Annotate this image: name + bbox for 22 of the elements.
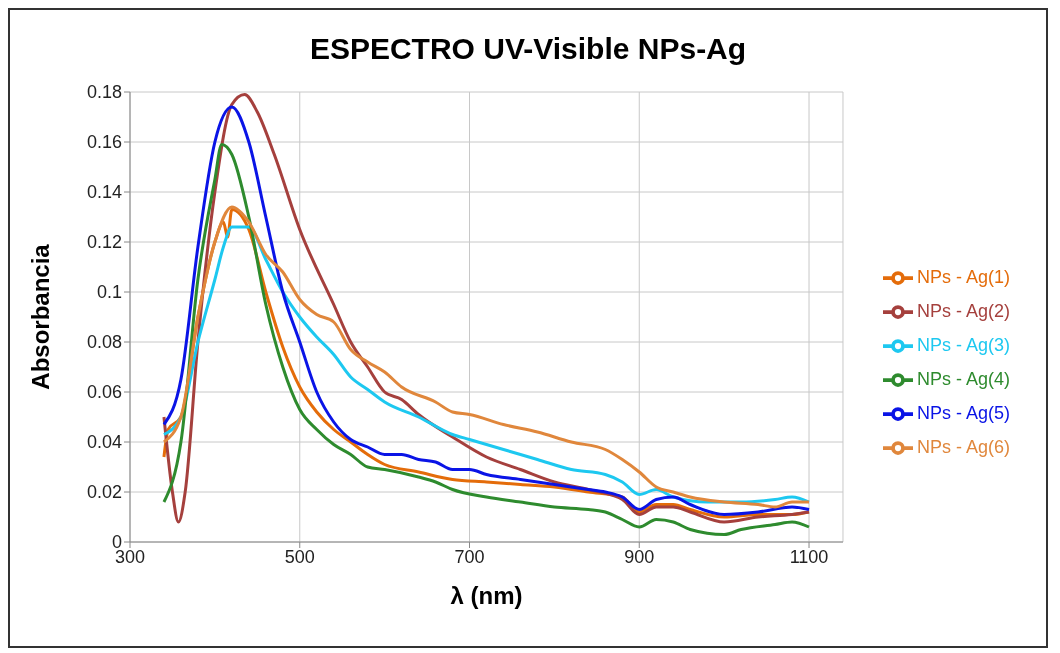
y-tick-label: 0.08	[86, 332, 122, 353]
legend-label: NPs - Ag(1)	[916, 267, 1010, 287]
chart-title: ESPECTRO UV-Visible NPs-Ag	[308, 32, 748, 67]
legend-label: NPs - Ag(2)	[916, 301, 1010, 321]
y-tick-label: 0.14	[86, 182, 122, 203]
x-tick-label: 700	[454, 546, 485, 567]
y-axis-title: Absorbancia	[26, 243, 54, 390]
y-tick-label: 0.02	[86, 482, 122, 503]
x-tick-label: 900	[624, 546, 655, 567]
legend-label: NPs - Ag(5)	[916, 403, 1010, 423]
legend-label: NPs - Ag(6)	[916, 437, 1010, 457]
y-tick-label: 0.18	[86, 82, 122, 103]
y-tick-label: 0.06	[86, 382, 122, 403]
y-tick-label: 0.04	[86, 432, 122, 453]
y-tick-label: 0.1	[96, 282, 122, 303]
x-tick-label: 500	[284, 546, 315, 567]
x-axis-title: λ (nm)	[450, 582, 523, 609]
legend-label: NPs - Ag(3)	[916, 335, 1010, 355]
y-tick-label: 0.12	[86, 232, 122, 253]
x-tick-label: 1100	[789, 546, 829, 567]
legend-label: NPs - Ag(4)	[916, 369, 1010, 389]
y-tick-label: 0.16	[86, 132, 122, 153]
